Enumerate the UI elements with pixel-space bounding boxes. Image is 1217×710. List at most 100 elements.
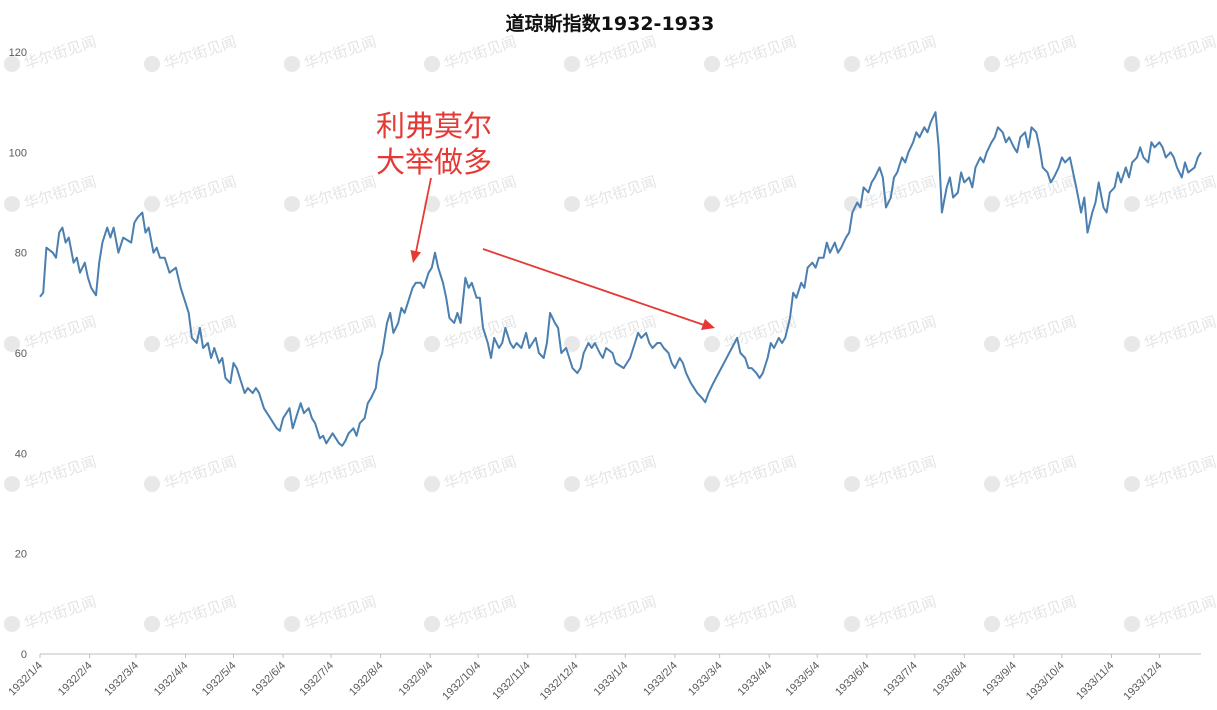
- watermark-logo-icon: [844, 616, 860, 632]
- x-tick-label-23: 1933/12/4: [1121, 660, 1164, 703]
- watermark-logo-icon: [984, 476, 1000, 492]
- x-tick-label-18: 1933/7/4: [881, 660, 920, 699]
- watermark-41: 华尔街见闻: [704, 593, 799, 633]
- watermark-logo-icon: [4, 616, 20, 632]
- watermark-logo-icon: [144, 616, 160, 632]
- watermark-text: 华尔街见闻: [302, 593, 379, 633]
- watermark-text: 华尔街见闻: [22, 593, 99, 633]
- watermark-39: 华尔街见闻: [424, 593, 519, 633]
- watermark-text: 华尔街见闻: [1002, 453, 1079, 493]
- watermark-text: 华尔街见闻: [1002, 313, 1079, 353]
- y-tick-label-20: 20: [15, 549, 27, 561]
- annotation-text-line-2: 大举做多: [376, 145, 492, 179]
- watermark-logo-icon: [844, 196, 860, 212]
- y-tick-label-100: 100: [9, 147, 27, 159]
- watermark-text: 华尔街见闻: [442, 453, 519, 493]
- watermark-logo-icon: [844, 56, 860, 72]
- watermark-logo-icon: [1124, 476, 1140, 492]
- watermark-logo-icon: [144, 56, 160, 72]
- x-tick-label-0: 1932/1/4: [6, 660, 45, 699]
- watermark-text: 华尔街见闻: [162, 453, 239, 493]
- watermark-logo-icon: [144, 336, 160, 352]
- watermark-40: 华尔街见闻: [564, 593, 659, 633]
- watermark-logo-icon: [704, 476, 720, 492]
- x-tick-label-6: 1932/7/4: [297, 660, 336, 699]
- watermark-logo-icon: [984, 336, 1000, 352]
- watermark-logo-icon: [4, 56, 20, 72]
- watermark-24: 华尔街见闻: [844, 313, 939, 353]
- watermark-text: 华尔街见闻: [22, 313, 99, 353]
- watermark-logo-icon: [564, 336, 580, 352]
- annotation-arrow-right: [482, 248, 705, 326]
- watermark-text: 华尔街见闻: [862, 453, 939, 493]
- annotation-arrow-down-head: [410, 250, 421, 263]
- watermark-layer: 华尔街见闻 华尔街见闻 华尔街见闻 华尔街见闻 华尔街见闻 华尔街见闻 华尔街见闻 华尔街见闻…: [4, 33, 1217, 633]
- watermark-logo-icon: [284, 56, 300, 72]
- x-tick-label-16: 1933/5/4: [784, 660, 823, 699]
- watermark-logo-icon: [1124, 196, 1140, 212]
- watermark-43: 华尔街见闻: [984, 593, 1079, 633]
- watermark-text: 华尔街见闻: [1002, 173, 1079, 213]
- watermark-logo-icon: [564, 476, 580, 492]
- y-tick-label-120: 120: [9, 47, 27, 59]
- watermark-text: 华尔街见闻: [1142, 173, 1217, 213]
- x-tick-label-5: 1932/6/4: [249, 660, 288, 699]
- x-tick-label-4: 1932/5/4: [200, 660, 239, 699]
- watermark-text: 华尔街见闻: [1142, 593, 1217, 633]
- watermark-38: 华尔街见闻: [284, 593, 379, 633]
- watermark-text: 华尔街见闻: [22, 173, 99, 213]
- watermark-13: 华尔街见闻: [564, 173, 659, 213]
- y-tick-label-40: 40: [15, 448, 27, 460]
- watermark-logo-icon: [284, 196, 300, 212]
- watermark-logo-icon: [4, 476, 20, 492]
- x-tick-label-1: 1932/2/4: [56, 660, 95, 699]
- watermark-text: 华尔街见闻: [862, 33, 939, 73]
- watermark-32: 华尔街见闻: [704, 453, 799, 493]
- y-tick-label-0: 0: [21, 649, 27, 661]
- watermark-text: 华尔街见闻: [1002, 33, 1079, 73]
- watermark-text: 华尔街见闻: [302, 173, 379, 213]
- watermark-25: 华尔街见闻: [984, 313, 1079, 353]
- watermark-20: 华尔街见闻: [284, 313, 379, 353]
- watermark-29: 华尔街见闻: [284, 453, 379, 493]
- watermark-logo-icon: [844, 336, 860, 352]
- watermark-text: 华尔街见闻: [22, 453, 99, 493]
- watermark-logo-icon: [144, 196, 160, 212]
- annotation-arrow-down: [415, 177, 432, 253]
- watermark-6: 华尔街见闻: [844, 33, 939, 73]
- watermark-text: 华尔街见闻: [722, 33, 799, 73]
- watermark-logo-icon: [4, 196, 20, 212]
- watermark-text: 华尔街见闻: [162, 33, 239, 73]
- watermark-logo-icon: [4, 336, 20, 352]
- watermark-text: 华尔街见闻: [862, 593, 939, 633]
- watermark-2: 华尔街见闻: [284, 33, 379, 73]
- y-tick-label-60: 60: [15, 348, 27, 360]
- watermark-text: 华尔街见闻: [1142, 313, 1217, 353]
- watermark-text: 华尔街见闻: [22, 33, 99, 73]
- watermark-logo-icon: [424, 616, 440, 632]
- x-tick-label-15: 1933/4/4: [736, 660, 775, 699]
- x-tick-label-8: 1932/9/4: [397, 660, 436, 699]
- x-tick-label-7: 1932/8/4: [347, 660, 386, 699]
- watermark-logo-icon: [284, 476, 300, 492]
- watermark-logo-icon: [1124, 616, 1140, 632]
- watermark-logo-icon: [284, 616, 300, 632]
- watermark-17: 华尔街见闻: [1124, 173, 1217, 213]
- watermark-text: 华尔街见闻: [722, 593, 799, 633]
- watermark-text: 华尔街见闻: [302, 33, 379, 73]
- watermark-logo-icon: [424, 476, 440, 492]
- watermark-5: 华尔街见闻: [704, 33, 799, 73]
- x-tick-label-21: 1933/10/4: [1024, 660, 1067, 703]
- watermark-16: 华尔街见闻: [984, 173, 1079, 213]
- watermark-11: 华尔街见闻: [284, 173, 379, 213]
- watermark-34: 华尔街见闻: [984, 453, 1079, 493]
- x-tick-label-2: 1932/3/4: [102, 660, 141, 699]
- x-tick-label-11: 1932/12/4: [538, 660, 581, 703]
- watermark-44: 华尔街见闻: [1124, 593, 1217, 633]
- watermark-text: 华尔街见闻: [162, 593, 239, 633]
- watermark-logo-icon: [564, 56, 580, 72]
- watermark-42: 华尔街见闻: [844, 593, 939, 633]
- x-tick-label-10: 1932/11/4: [490, 660, 533, 703]
- watermark-10: 华尔街见闻: [144, 173, 239, 213]
